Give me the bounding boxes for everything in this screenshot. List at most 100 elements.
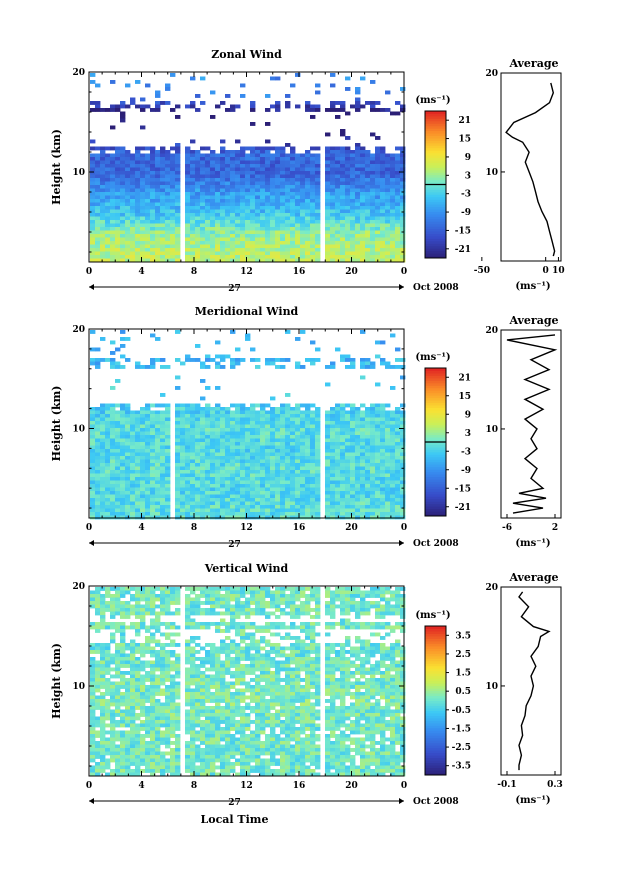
colorbar-tick-label: -3 (461, 190, 471, 200)
colorbar-band (425, 397, 446, 401)
colorbar-tick-label: 15 (458, 392, 471, 402)
panel-title: Vertical Wind (204, 562, 289, 575)
colorbar-band (425, 375, 446, 379)
colorbar-band (425, 400, 446, 404)
colorbar-tick-label: 21 (458, 373, 471, 383)
colorbar-band (425, 368, 446, 371)
colorbar-band (425, 248, 446, 252)
colorbar-band (425, 461, 446, 465)
colorbar-band (425, 427, 446, 431)
colorbar-band (425, 446, 446, 450)
colorbar-band (425, 155, 446, 159)
colorbar-band (425, 199, 446, 203)
colorbar-band (425, 670, 446, 674)
average-title: Average (508, 57, 558, 70)
colorbar-band (425, 169, 446, 173)
date-bar-left-arrow (89, 798, 94, 804)
colorbar-band (425, 476, 446, 480)
colorbar-band (425, 385, 446, 389)
colorbar-tick-label: 0.5 (455, 687, 471, 697)
colorbar-tick-label: -21 (455, 245, 471, 255)
colorbar-band (425, 228, 446, 232)
colorbar-band (425, 387, 446, 391)
colorbar-band (425, 683, 446, 687)
colorbar-band (425, 250, 446, 254)
date-bar-left-arrow (89, 284, 94, 290)
colorbar-band (425, 123, 446, 127)
colorbar-band (425, 469, 446, 473)
colorbar-tick-label: -3.5 (452, 762, 471, 772)
colorbar-band (425, 204, 446, 208)
colorbar-band (425, 503, 446, 507)
average-y-tick-label: 10 (485, 425, 498, 435)
colorbar-band (425, 370, 446, 374)
colorbar-band (425, 432, 446, 436)
colorbar: 21 15 9 3 -3 -9 -15 -21 (ms⁻¹) (415, 352, 471, 517)
colorbar-tick-label: 2.5 (455, 650, 471, 660)
colorbar-band (425, 727, 446, 731)
colorbar-band (425, 377, 446, 381)
colorbar-band (425, 245, 446, 249)
date-bar-right-arrow (399, 540, 404, 546)
x-tick-label: 4 (138, 523, 144, 533)
colorbar-band (425, 678, 446, 682)
panel-title: Meridional Wind (195, 305, 299, 318)
colorbar-tick-label: -9 (461, 208, 471, 218)
colorbar-band (425, 501, 446, 505)
colorbar-band (425, 184, 446, 188)
colorbar-band (425, 680, 446, 684)
colorbar-band (425, 454, 446, 458)
colorbar-band (425, 737, 446, 741)
colorbar-tick-label: 9 (465, 410, 471, 420)
colorbar-band (425, 422, 446, 426)
colorbar-band (425, 130, 446, 134)
colorbar-band (425, 177, 446, 181)
x-tick-label: 8 (191, 781, 197, 791)
x-tick-label: 0 (86, 267, 92, 277)
x-tick-label: 8 (191, 523, 197, 533)
y-tick-label: 20 (72, 325, 85, 335)
colorbar-band (425, 145, 446, 149)
colorbar-band (425, 643, 446, 647)
colorbar-band (425, 186, 446, 190)
colorbar-band (425, 206, 446, 210)
colorbar-band (425, 488, 446, 492)
colorbar-band (425, 660, 446, 664)
colorbar-band (425, 167, 446, 171)
x-tick-label: 4 (138, 781, 144, 791)
average-x-tick-label: -0.1 (497, 780, 516, 790)
colorbar-band (425, 412, 446, 416)
colorbar-band (425, 120, 446, 124)
colorbar-band (425, 209, 446, 212)
colorbar-band (425, 174, 446, 178)
colorbar-band (425, 442, 446, 445)
colorbar-band (425, 221, 446, 225)
average-unit: (ms⁻¹) (515, 538, 550, 549)
average-x-tick-label: 10 (552, 266, 565, 276)
colorbar-tick-label: -15 (455, 484, 471, 494)
colorbar-band (425, 491, 446, 495)
x-tick-label: 8 (191, 267, 197, 277)
colorbar-band (425, 179, 446, 183)
average-title: Average (508, 314, 558, 327)
colorbar-band (425, 162, 446, 166)
colorbar-band (425, 762, 446, 766)
colorbar-tick-label: -0.5 (452, 706, 471, 716)
colorbar-band (425, 125, 446, 129)
colorbar-tick-label: 3 (465, 171, 471, 181)
colorbar-band (425, 172, 446, 176)
y-axis-label: Height (km) (50, 386, 63, 462)
colorbar-band (425, 471, 446, 475)
colorbar-band (425, 511, 446, 515)
colorbar-band (425, 223, 446, 227)
colorbar-band (425, 216, 446, 220)
x-tick-label: 0 (86, 523, 92, 533)
colorbar-band (425, 240, 446, 244)
colorbar-band (425, 675, 446, 679)
colorbar-band (425, 392, 446, 396)
heatmap-cells (90, 587, 406, 777)
colorbar-band (425, 732, 446, 736)
colorbar-band (425, 633, 446, 637)
colorbar-band (425, 725, 446, 729)
